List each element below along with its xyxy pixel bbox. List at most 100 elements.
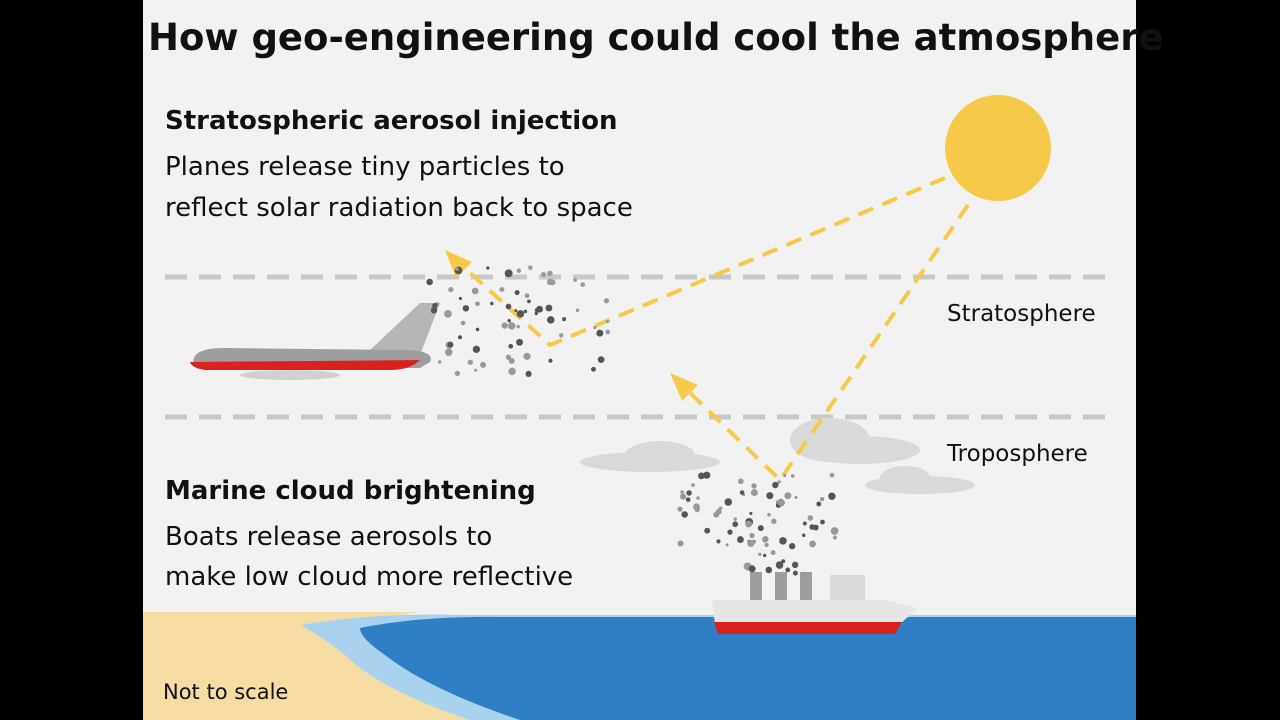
section-heading: Stratospheric aerosol injection [165,106,618,136]
particle [718,506,723,510]
particle [593,325,597,330]
particle [792,570,798,576]
arrowhead [670,373,698,401]
particle [830,527,839,535]
particle [534,311,539,316]
section-text: Boats release aerosols to [165,522,492,552]
particle [739,490,745,495]
particle [475,327,480,332]
particle [762,535,769,543]
particle [775,561,784,569]
particle [516,310,525,318]
section-text: reflect solar radiation back to space [165,193,633,223]
particle [573,278,578,282]
particle [802,533,806,537]
particle [507,322,516,330]
note: Not to scale [163,680,288,704]
particle [546,278,554,286]
particle [677,506,683,512]
particle [605,320,609,324]
arrowhead [445,250,472,278]
particle [514,309,518,313]
particle [474,368,478,372]
particle [802,521,807,526]
particle [704,527,711,534]
particle [454,266,463,275]
particle [432,302,438,309]
particle [820,519,825,525]
particle [771,518,777,524]
particle [788,543,796,550]
particle [508,357,515,364]
particle [448,287,454,293]
particle [499,287,505,293]
particle [559,333,564,338]
particle [504,269,513,278]
particle [508,343,514,349]
particle [785,567,791,573]
particle [732,521,739,528]
particle [716,539,721,544]
particle [784,492,792,500]
particle [801,572,806,577]
reflection-rays [456,176,970,484]
particle [749,511,753,516]
particle [524,293,530,299]
particle [541,271,547,278]
particle [812,524,819,531]
particle [820,496,825,502]
particle [462,305,470,312]
particle [437,360,442,364]
particle [816,501,822,507]
particle [791,561,799,569]
particle [445,348,453,356]
particle [781,559,786,564]
particle [698,472,705,480]
title: How geo-engineering could cool the atmos… [148,16,1164,59]
particle [455,267,459,271]
particle [545,304,553,312]
particle [430,307,438,314]
particle [737,536,744,543]
particle [677,540,684,547]
particle [770,550,776,556]
particle [591,366,596,372]
particle [767,512,771,517]
ship [712,572,918,634]
particle [733,517,737,521]
particle [757,525,764,532]
particle [505,354,512,360]
particle [809,540,816,548]
particle [779,537,787,545]
particles [426,265,839,577]
particle [523,309,528,314]
layer-label: Stratosphere [947,301,1096,327]
particle [447,341,454,348]
particle [603,298,610,304]
plane [190,303,440,380]
section-text: Planes release tiny particles to [165,152,565,182]
particle [680,493,687,500]
particle [480,361,487,368]
particle [681,511,688,518]
particle [772,481,779,489]
particle [790,474,795,478]
particle [828,492,836,500]
sun [945,95,1051,201]
particle [764,542,769,548]
particle [691,483,695,487]
particle [547,316,555,324]
particle [575,308,580,313]
particle [516,268,522,273]
particle [472,345,481,353]
particle [832,535,837,540]
particle [528,265,533,270]
particle [597,356,605,364]
particle [516,324,520,329]
particle [777,499,785,507]
particle [444,309,452,318]
particle [514,290,520,296]
particle [548,358,553,363]
particle [807,515,814,521]
